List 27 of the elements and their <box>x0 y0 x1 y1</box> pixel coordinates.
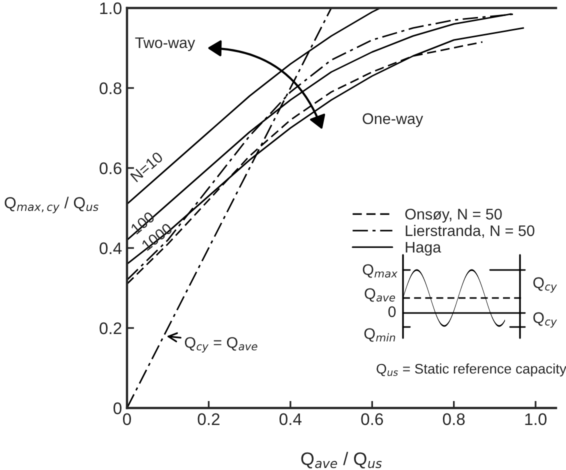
y-tick-label: 0.4 <box>100 242 122 254</box>
y-tick-label: 1.0 <box>100 2 122 14</box>
y-axis-title: Q$_{max,cy}$ / Q$_{us}$ <box>4 196 98 214</box>
x-tick-label: 0.2 <box>198 413 220 426</box>
x-tick-label: 0 <box>123 413 131 426</box>
annotation: Q$_{min}$ <box>364 328 396 342</box>
annotation: Q$_{cy}$ <box>533 277 557 293</box>
annotation: Q$_{cy}$ <box>533 312 557 328</box>
legend-label: Lierstranda, N = 50 <box>406 224 534 238</box>
annotation: Two-way <box>135 37 196 52</box>
y-tick-label: 0.2 <box>100 322 122 334</box>
x-axis-title: Q$_{ave}$ / Q$_{us}$ <box>301 452 382 468</box>
annotation: Q$_{cy}$ = Q$_{ave}$ <box>184 337 258 352</box>
y-tick-label: 0 <box>114 402 122 414</box>
annotation: Q$_{us}$ = Static reference capacity <box>376 363 566 376</box>
annotation: 0 <box>388 306 396 318</box>
x-tick-label: 0.6 <box>361 413 383 426</box>
annotation: Q$_{max}$ <box>362 264 398 278</box>
x-tick-label: 0.8 <box>442 413 465 426</box>
annotation: One-way <box>362 113 424 128</box>
y-tick-label: 0.6 <box>100 162 122 174</box>
x-tick-label: 0.4 <box>279 413 302 426</box>
x-tick-label: 1.0 <box>525 413 547 426</box>
legend-label: Haga <box>406 242 442 256</box>
annotation: Q$_{ave}$ <box>364 288 396 302</box>
y-tick-label: 0.8 <box>100 82 122 94</box>
legend-label: Onsøy, N = 50 <box>405 208 502 223</box>
